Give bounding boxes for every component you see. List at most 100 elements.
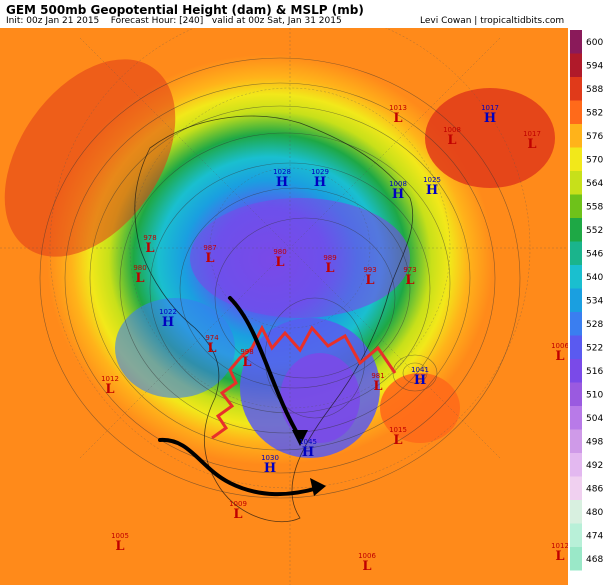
pressure-value: 981 [371,372,384,380]
colorbar-label: 474 [586,532,603,542]
pressure-value: 1015 [389,426,407,434]
colorbar-swatch [570,77,582,101]
pressure-symbol: L [105,382,114,397]
colorbar-swatch [570,359,582,383]
colorbar-label: 468 [586,555,603,565]
pressure-value: 1045 [299,438,317,446]
pressure-value: 1013 [389,104,407,112]
pressure-value: 1022 [159,308,177,316]
pressure-value: 1012 [551,542,568,550]
colorbar-swatch [570,382,582,406]
colorbar-swatch [570,523,582,547]
pressure-symbol: L [275,255,284,270]
init-time: Init: 00z Jan 21 2015 [6,16,100,26]
arrow-head-1 [292,430,308,446]
pressure-symbol: H [276,175,288,190]
pressure-symbol: L [555,349,564,364]
colorbar-label: 510 [586,391,603,401]
pressure-symbol: L [393,111,402,126]
colorbar-label: 540 [586,273,603,283]
colorbar-label: 534 [586,297,603,307]
pressure-value: 1008 [443,126,461,134]
pressure-symbol: L [362,559,371,574]
colorbar: 600 594 588 582 576 570 564 558 552 546 540 534 528 5… [570,30,603,571]
pressure-symbol: H [162,315,174,330]
trough-arrows [158,296,320,497]
colorbar-swatch [570,500,582,524]
colorbar-label: 594 [586,62,603,72]
pressure-value: 978 [143,234,156,242]
pressure-value: 998 [240,348,253,356]
colorbar-label: 600 [586,38,603,48]
pressure-value: 1008 [389,180,407,188]
colorbar-swatch [570,265,582,289]
map-title: GEM 500mb Geopotential Height (dam) & MS… [6,3,364,17]
valid-time: valid at 00z Sat, Jan 31 2015 [211,16,342,26]
pressure-value: 1029 [311,168,329,176]
colorbar-swatch [570,147,582,171]
colorbar-swatch [570,241,582,265]
pressure-value: 1005 [111,532,129,540]
colorbar-swatch [570,171,582,195]
pressure-symbol: L [393,433,402,448]
colorbar-label: 564 [586,179,603,189]
pressure-value: 989 [323,254,336,262]
pressure-symbol: H [392,187,404,202]
colorbar-swatch [570,406,582,430]
colorbar-label: 516 [586,367,603,377]
pressure-symbol: L [205,251,214,266]
pressure-centers: 1013L1017L1017H1008L1025H1008H1028H1029H… [101,104,568,574]
pressure-value: 1012 [101,375,119,383]
height-map: 1013L1017L1017H1008L1025H1008H1028H1029H… [0,28,568,585]
colorbar-swatch [570,312,582,336]
pressure-value: 1017 [523,130,541,138]
colorbar-swatch [570,453,582,477]
pressure-symbol: L [242,355,251,370]
pressure-value: 1025 [423,176,441,184]
colorbar-label: 504 [586,414,603,424]
pressure-symbol: L [115,539,124,554]
pressure-symbol: L [555,549,564,564]
colorbar-label: 552 [586,226,603,236]
pressure-symbol: H [484,111,496,126]
pressure-value: 973 [403,266,416,274]
colorbar-swatch [570,194,582,218]
arrow-head-2 [310,478,326,496]
pressure-symbol: L [405,273,414,288]
pressure-symbol: L [207,341,216,356]
colorbar-label: 570 [586,156,603,166]
pressure-symbol: L [145,241,154,256]
colorbar-label: 582 [586,109,603,119]
init-forecast-valid: Init: 00z Jan 21 2015 Forecast Hour: [24… [6,16,342,26]
pressure-value: 987 [203,244,216,252]
colorbar-label: 588 [586,85,603,95]
colorbar-swatch [570,288,582,312]
pressure-symbol: L [365,273,374,288]
colorbar-swatch [570,476,582,500]
pressure-symbol: H [414,373,426,388]
colorbar-label: 546 [586,250,603,260]
pressure-symbol: H [426,183,438,198]
colorbar-swatch [570,429,582,453]
